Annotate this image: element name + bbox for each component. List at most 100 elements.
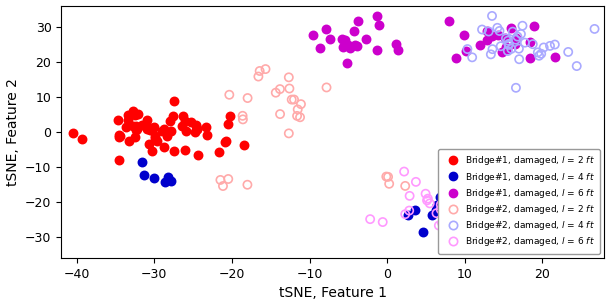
Point <box>342 60 351 65</box>
Point <box>139 173 149 177</box>
Point <box>220 140 230 145</box>
Point <box>132 127 142 132</box>
Point <box>467 55 477 60</box>
Point <box>321 85 331 90</box>
Point <box>147 128 157 132</box>
Point <box>437 205 447 210</box>
Point <box>572 64 581 69</box>
Point <box>144 141 154 146</box>
Point <box>137 160 147 165</box>
Point <box>131 135 140 140</box>
Point <box>461 228 470 233</box>
Point <box>516 32 526 36</box>
Point <box>459 196 468 200</box>
Point <box>152 139 162 144</box>
Point <box>361 37 371 42</box>
Point <box>441 220 451 225</box>
Point <box>165 119 174 124</box>
Point <box>403 212 413 217</box>
Point <box>123 118 133 123</box>
Point <box>437 221 447 226</box>
Point <box>77 136 87 141</box>
Point <box>514 57 524 62</box>
Point <box>422 198 432 203</box>
Point <box>459 33 468 38</box>
Point <box>162 133 171 138</box>
Point <box>180 119 190 124</box>
Point <box>345 46 354 50</box>
Point <box>495 223 505 228</box>
Point <box>131 123 141 128</box>
Point <box>514 46 524 51</box>
Point <box>446 211 456 216</box>
Point <box>440 179 450 184</box>
Point <box>190 130 199 135</box>
Point <box>447 225 456 230</box>
Point <box>221 138 231 143</box>
Point <box>381 174 391 179</box>
Point <box>534 53 544 58</box>
Point <box>131 113 140 118</box>
Point <box>472 208 482 213</box>
Point <box>177 124 187 129</box>
Point <box>482 28 492 33</box>
Point <box>321 27 331 32</box>
Point <box>169 149 179 154</box>
Point <box>167 129 176 134</box>
Point <box>157 128 167 133</box>
Point <box>460 204 470 209</box>
Point <box>181 129 191 134</box>
Point <box>539 45 548 50</box>
X-axis label: tSNE, Feature 1: tSNE, Feature 1 <box>279 286 387 300</box>
Point <box>289 97 299 102</box>
Point <box>468 208 478 213</box>
Point <box>296 102 306 106</box>
Point <box>400 184 410 188</box>
Point <box>448 218 458 223</box>
Point <box>114 134 124 139</box>
Point <box>442 212 452 217</box>
Point <box>477 27 487 32</box>
Point <box>487 13 497 18</box>
Point <box>500 195 510 200</box>
Point <box>127 108 137 113</box>
Point <box>456 213 466 218</box>
Point <box>218 184 228 188</box>
Point <box>350 43 360 48</box>
Point <box>293 107 303 112</box>
Point <box>486 52 496 57</box>
Point <box>160 179 170 184</box>
Point <box>383 174 393 179</box>
Point <box>410 207 420 212</box>
Point <box>536 51 546 56</box>
Point <box>525 55 535 60</box>
Point <box>378 220 387 225</box>
Point <box>509 184 519 188</box>
Point <box>384 181 394 186</box>
Point <box>550 42 560 47</box>
Point <box>400 212 410 217</box>
Point <box>492 25 502 30</box>
Point <box>142 117 152 122</box>
Y-axis label: tSNE, Feature 2: tSNE, Feature 2 <box>5 78 20 186</box>
Point <box>224 92 234 97</box>
Point <box>159 126 168 131</box>
Point <box>512 36 522 41</box>
Point <box>149 125 159 129</box>
Point <box>353 19 363 24</box>
Point <box>399 169 409 174</box>
Point <box>487 34 497 39</box>
Point <box>159 145 169 150</box>
Point <box>149 176 159 181</box>
Point <box>423 196 432 201</box>
Point <box>478 228 487 233</box>
Point <box>498 192 508 197</box>
Point <box>255 69 265 73</box>
Point <box>434 208 443 213</box>
Point <box>462 47 472 51</box>
Point <box>271 90 281 95</box>
Point <box>513 202 523 207</box>
Point <box>511 85 521 90</box>
Point <box>315 46 325 50</box>
Point <box>254 74 264 79</box>
